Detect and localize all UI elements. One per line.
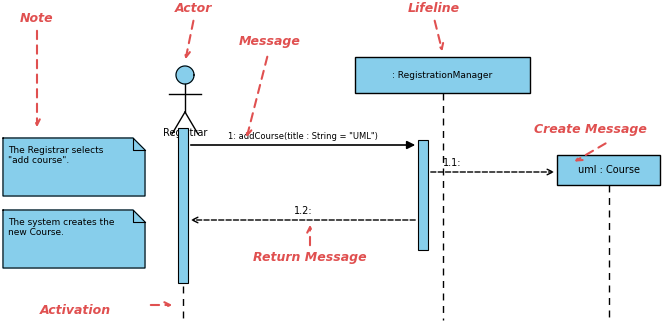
Polygon shape bbox=[176, 66, 194, 84]
Text: Note: Note bbox=[20, 12, 54, 24]
FancyBboxPatch shape bbox=[355, 57, 530, 93]
Text: uml : Course: uml : Course bbox=[578, 165, 640, 175]
Polygon shape bbox=[3, 138, 145, 196]
Text: Activation: Activation bbox=[39, 304, 111, 316]
Text: Return Message: Return Message bbox=[253, 251, 367, 265]
Text: 1.1:: 1.1: bbox=[444, 158, 462, 168]
Text: Create Message: Create Message bbox=[534, 123, 646, 137]
Text: Message: Message bbox=[239, 36, 301, 49]
FancyBboxPatch shape bbox=[418, 140, 428, 250]
Text: The system creates the
new Course.: The system creates the new Course. bbox=[8, 218, 115, 237]
Text: 1: addCourse(title : String = "UML"): 1: addCourse(title : String = "UML") bbox=[228, 132, 378, 141]
FancyBboxPatch shape bbox=[178, 128, 188, 283]
Text: : RegistrationManager: : RegistrationManager bbox=[392, 71, 493, 80]
Text: Actor: Actor bbox=[175, 2, 213, 15]
Text: 1.2:: 1.2: bbox=[293, 206, 312, 216]
Text: Lifeline: Lifeline bbox=[408, 2, 460, 15]
Text: Registrar: Registrar bbox=[163, 128, 207, 138]
FancyBboxPatch shape bbox=[557, 155, 660, 185]
Text: The Registrar selects
"add course".: The Registrar selects "add course". bbox=[8, 146, 103, 165]
Polygon shape bbox=[3, 210, 145, 268]
